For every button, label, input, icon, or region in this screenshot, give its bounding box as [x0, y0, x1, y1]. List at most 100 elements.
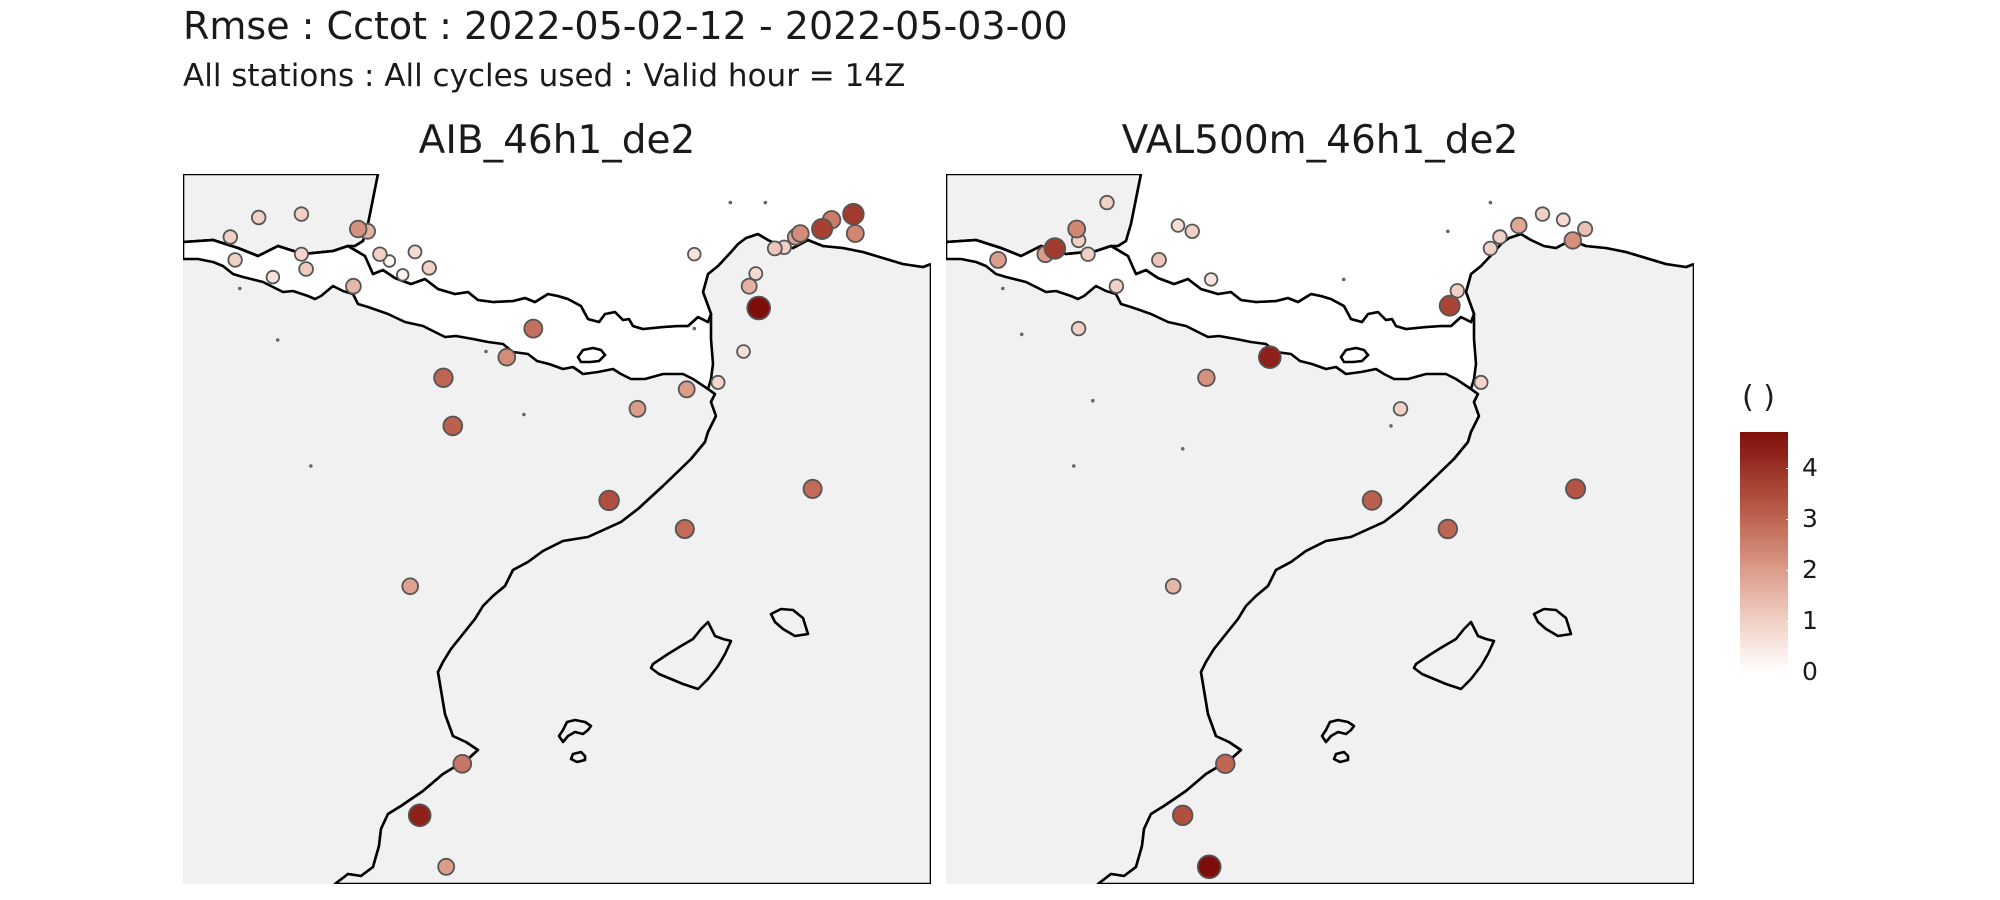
legend-tick-mark — [1786, 467, 1796, 469]
map-panel-val500m[interactable] — [946, 174, 1694, 884]
legend-tick-label: 2 — [1802, 554, 1818, 584]
station-point[interactable] — [1019, 332, 1024, 337]
station-point[interactable] — [1151, 252, 1167, 268]
station-point[interactable] — [1437, 518, 1459, 540]
map-panel-aib[interactable] — [183, 174, 931, 884]
island-mallorca — [649, 620, 733, 691]
station-point[interactable] — [687, 246, 702, 262]
station-point[interactable] — [1215, 753, 1236, 775]
station-point[interactable] — [1170, 218, 1186, 233]
station-point[interactable] — [1091, 398, 1095, 403]
station-point[interactable] — [842, 202, 865, 226]
station-point[interactable] — [1070, 320, 1087, 337]
station-point[interactable] — [401, 577, 420, 596]
legend-tick-label: 4 — [1802, 452, 1818, 482]
station-point[interactable] — [250, 209, 267, 226]
station-point[interactable] — [1563, 231, 1583, 250]
lake-outline — [576, 346, 607, 364]
station-point[interactable] — [523, 318, 544, 339]
station-point[interactable] — [748, 266, 764, 281]
station-point[interactable] — [437, 857, 456, 876]
island-ibiza — [1320, 718, 1356, 744]
station-point[interactable] — [1389, 424, 1393, 428]
station-point[interactable] — [442, 415, 464, 437]
station-point[interactable] — [1108, 278, 1125, 294]
station-point[interactable] — [1341, 277, 1346, 282]
station-point[interactable] — [522, 412, 526, 417]
station-point[interactable] — [1361, 490, 1383, 511]
legend-colorbar — [1740, 432, 1788, 672]
station-point[interactable] — [298, 261, 314, 277]
station-point[interactable] — [802, 478, 823, 499]
plot-subtitle: All stations : All cycles used : Valid h… — [183, 58, 906, 94]
station-point[interactable] — [746, 295, 771, 321]
station-point[interactable] — [1164, 577, 1182, 595]
station-point[interactable] — [1449, 283, 1466, 299]
island-ibiza — [557, 718, 593, 744]
legend-tick-label: 0 — [1802, 657, 1818, 686]
station-point[interactable] — [728, 200, 733, 205]
station-point[interactable] — [1392, 401, 1409, 417]
station-point[interactable] — [790, 224, 810, 243]
station-point[interactable] — [293, 206, 310, 222]
station-point[interactable] — [1197, 368, 1216, 388]
map-canvas-aib — [183, 174, 931, 884]
station-point[interactable] — [1482, 240, 1499, 257]
station-point[interactable] — [736, 344, 751, 359]
station-point[interactable] — [811, 218, 834, 241]
station-point[interactable] — [763, 200, 768, 205]
station-point[interactable] — [1488, 200, 1493, 205]
station-point[interactable] — [1184, 223, 1200, 240]
station-point[interactable] — [845, 224, 865, 243]
station-point[interactable] — [407, 244, 423, 260]
station-point[interactable] — [989, 251, 1007, 269]
station-point[interactable] — [227, 252, 243, 268]
station-point[interactable] — [1577, 221, 1594, 238]
station-point[interactable] — [1171, 804, 1194, 827]
station-point[interactable] — [1473, 374, 1489, 390]
station-point[interactable] — [1067, 219, 1087, 239]
station-point[interactable] — [265, 269, 281, 285]
station-point[interactable] — [1072, 464, 1076, 468]
station-point[interactable] — [345, 277, 362, 295]
station-point[interactable] — [1080, 246, 1096, 262]
station-point[interactable] — [275, 338, 280, 342]
station-point[interactable] — [766, 240, 783, 257]
station-point[interactable] — [710, 374, 726, 390]
station-point[interactable] — [1203, 272, 1219, 287]
station-point[interactable] — [628, 399, 647, 418]
station-point[interactable] — [1001, 286, 1005, 291]
station-point[interactable] — [692, 326, 697, 331]
station-point[interactable] — [238, 286, 242, 291]
station-point[interactable] — [1196, 854, 1222, 880]
station-point[interactable] — [1492, 229, 1508, 245]
station-point[interactable] — [1180, 447, 1185, 451]
station-point[interactable] — [222, 229, 239, 245]
station-point[interactable] — [433, 367, 454, 389]
station-point[interactable] — [452, 753, 473, 774]
station-point[interactable] — [407, 803, 432, 828]
station-point[interactable] — [348, 219, 368, 239]
station-point[interactable] — [1555, 212, 1571, 228]
station-point[interactable] — [674, 518, 695, 539]
panel-title-val500m: VAL500m_46h1_de2 — [1121, 118, 1519, 163]
station-point[interactable] — [1534, 206, 1551, 222]
station-point[interactable] — [372, 246, 388, 262]
station-point[interactable] — [395, 268, 410, 282]
station-point[interactable] — [1257, 345, 1282, 370]
station-point[interactable] — [740, 277, 758, 295]
station-point[interactable] — [1446, 229, 1450, 234]
station-point[interactable] — [677, 380, 696, 399]
island-menorca — [769, 607, 810, 638]
station-point[interactable] — [484, 349, 488, 354]
station-point[interactable] — [1438, 294, 1461, 317]
station-point[interactable] — [421, 260, 437, 276]
station-point[interactable] — [309, 464, 313, 468]
station-point[interactable] — [598, 489, 620, 512]
station-point[interactable] — [1510, 216, 1528, 235]
station-point[interactable] — [497, 347, 517, 367]
station-point[interactable] — [1099, 194, 1115, 211]
station-point[interactable] — [1043, 237, 1067, 260]
station-point[interactable] — [1565, 478, 1587, 500]
station-point[interactable] — [293, 246, 309, 262]
